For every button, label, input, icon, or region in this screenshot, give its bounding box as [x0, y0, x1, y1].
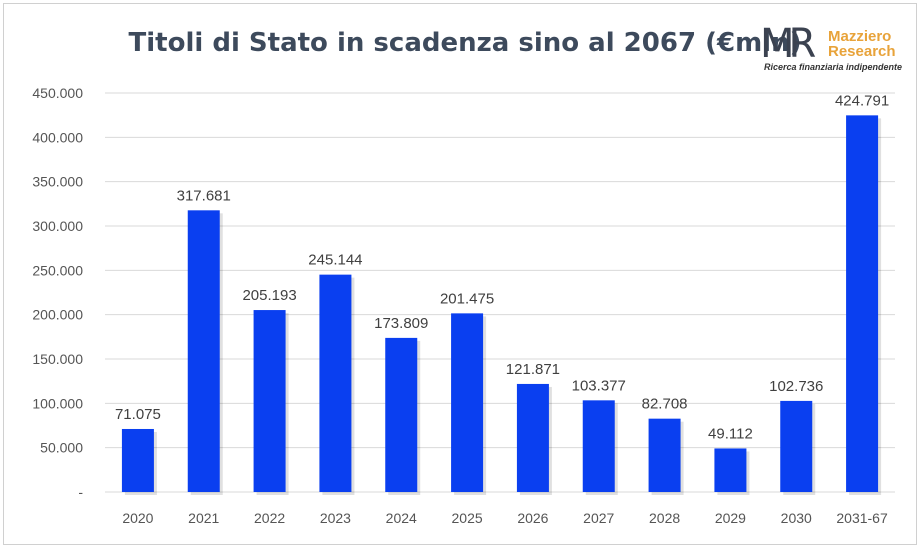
- data-label: 82.708: [642, 396, 688, 413]
- bars: [121, 115, 882, 495]
- y-tick-label: 50.000: [40, 440, 83, 456]
- chart-title: Titoli di Stato in scadenza sino al 2067…: [128, 28, 802, 58]
- bar-2024: [385, 337, 418, 492]
- data-label: 173.809: [374, 315, 428, 332]
- y-tick-label: 150.000: [32, 351, 83, 367]
- bar-2021: [187, 210, 220, 492]
- bar-2023: [319, 274, 352, 492]
- data-label: 102.736: [769, 378, 823, 395]
- logo: MR Mazziero Research Ricerca finanziaria…: [760, 22, 918, 74]
- bar-2027: [582, 400, 615, 492]
- data-label: 103.377: [572, 377, 626, 394]
- x-axis-ticks: 2020 2021 2022 2023 2024 2025 2026 2027 2028 2029…: [122, 510, 888, 526]
- data-label: 245.144: [308, 252, 362, 269]
- data-label: 49.112: [708, 425, 753, 442]
- y-tick-label: 400.000: [32, 129, 83, 145]
- x-tick-label: 2030: [781, 510, 812, 526]
- data-labels: 71.075 317.681 205.193 245.144 173.809 201.47…: [115, 92, 889, 442]
- x-tick-label: 2026: [517, 510, 548, 526]
- x-tick-label: 2025: [452, 510, 483, 526]
- data-label: 317.681: [177, 187, 231, 204]
- y-tick-label: 450.000: [32, 85, 83, 101]
- data-label: 121.871: [506, 361, 560, 378]
- y-tick-label: 100.000: [32, 395, 83, 411]
- x-tick-label: 2021: [188, 510, 219, 526]
- data-label: 424.791: [835, 92, 889, 109]
- logo-name-line2: Research: [828, 43, 896, 60]
- data-label: 71.075: [115, 406, 161, 423]
- logo-mark: MR: [760, 21, 816, 67]
- y-tick-label: -: [78, 484, 83, 500]
- bar-2030: [780, 400, 813, 492]
- x-tick-label: 2022: [254, 510, 285, 526]
- y-tick-label: 350.000: [32, 174, 83, 190]
- bar-2020: [121, 428, 154, 492]
- bar-2025: [451, 313, 484, 492]
- bar-2026: [516, 383, 549, 492]
- x-tick-label: 2027: [583, 510, 614, 526]
- data-label: 201.475: [440, 290, 494, 307]
- y-tick-label: 250.000: [32, 262, 83, 278]
- bar-2022: [253, 310, 286, 492]
- y-axis-ticks: - 50.000 100.000 150.000 200.000 250.000 300.0…: [32, 85, 83, 500]
- x-tick-label: 2029: [715, 510, 746, 526]
- y-tick-label: 200.000: [32, 307, 83, 323]
- x-tick-label: 2031-67: [836, 510, 888, 526]
- x-tick-label: 2024: [386, 510, 417, 526]
- y-tick-label: 300.000: [32, 218, 83, 234]
- x-tick-label: 2023: [320, 510, 351, 526]
- x-tick-label: 2028: [649, 510, 680, 526]
- gridlines: [105, 92, 895, 493]
- bar-2028: [648, 418, 681, 492]
- logo-tagline: Ricerca finanziaria indipendente: [764, 62, 903, 72]
- data-label: 205.193: [242, 287, 296, 304]
- logo-name-line1: Mazziero: [828, 28, 892, 45]
- bar-2029: [714, 448, 747, 492]
- x-tick-label: 2020: [122, 510, 153, 526]
- bar-2031-67: [846, 115, 879, 492]
